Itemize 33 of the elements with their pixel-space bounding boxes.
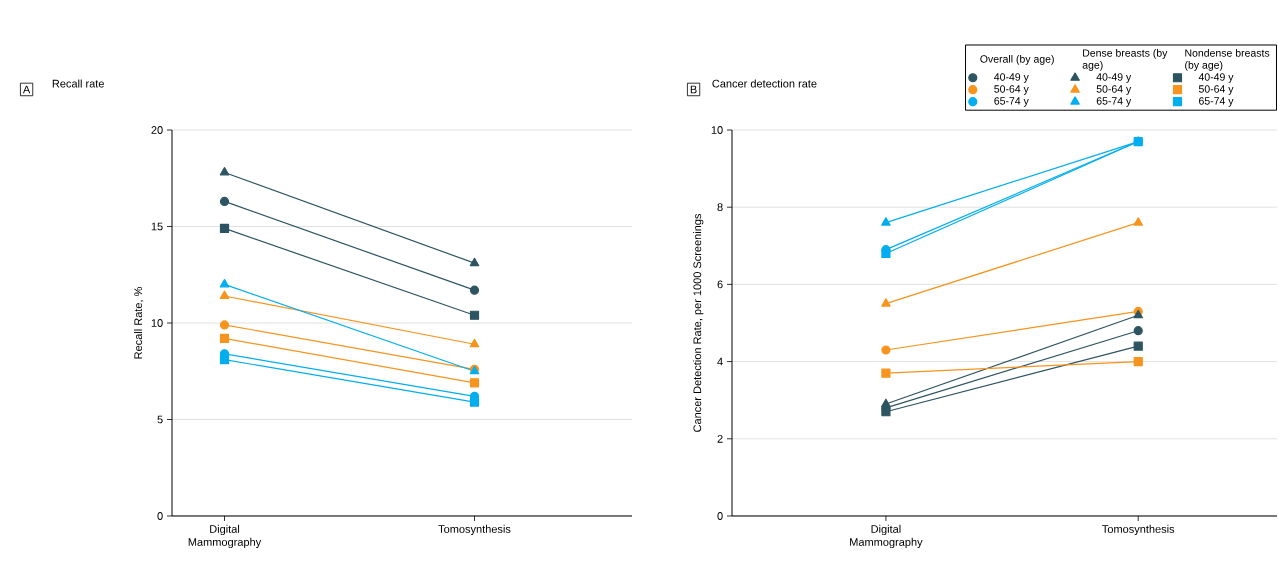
x-tick-label: Tomosynthesis — [1102, 524, 1175, 536]
x-tick-label: Digital Mammography — [188, 524, 262, 549]
legend-label: 40-49 y — [1198, 73, 1234, 83]
legend-label: 65-74 y — [1199, 97, 1234, 107]
text: Nondense breasts (by age) — [1185, 48, 1270, 71]
legend-label: 40-49 y — [1096, 73, 1132, 83]
y-axis-title: Cancer Detection Rate, per 1000 Screenings — [693, 213, 704, 432]
x-tick-label: Tomosynthesis — [438, 524, 511, 536]
text: A — [22, 85, 31, 94]
y-tick-label: 8 — [717, 203, 723, 212]
y-tick-label: 5 — [157, 415, 163, 424]
legend-label: 50-64 y — [994, 85, 1029, 95]
y-tick-label: 0 — [157, 512, 163, 520]
legend-label: 65-74 y — [1096, 97, 1132, 107]
y-tick-label: 10 — [151, 319, 163, 327]
y-tick-label: 10 — [711, 126, 723, 134]
x-tick-label: Digital Mammography — [850, 524, 923, 549]
y-tick-label: 2 — [717, 434, 723, 443]
legend-label: 65-74 y — [994, 97, 1029, 107]
y-tick-label: 4 — [717, 357, 723, 366]
y-tick-label: 0 — [717, 512, 723, 520]
y-axis-title: Recall Rate, % — [134, 287, 144, 359]
y-tick-label: 20 — [151, 126, 163, 134]
text: Overall (by age) — [980, 54, 1054, 65]
text: B — [690, 85, 697, 94]
legend-label: 50-64 y — [1198, 85, 1234, 95]
y-tick-label: 6 — [717, 280, 723, 289]
chart-title: Cancer detection rate — [712, 79, 817, 88]
text: Dense breasts (by age) — [1082, 48, 1168, 71]
legend-label: 50-64 y — [1096, 85, 1132, 95]
text: Recall rate — [52, 79, 104, 88]
legend-label: 40-49 y — [994, 73, 1029, 83]
y-tick-label: 15 — [151, 222, 163, 231]
